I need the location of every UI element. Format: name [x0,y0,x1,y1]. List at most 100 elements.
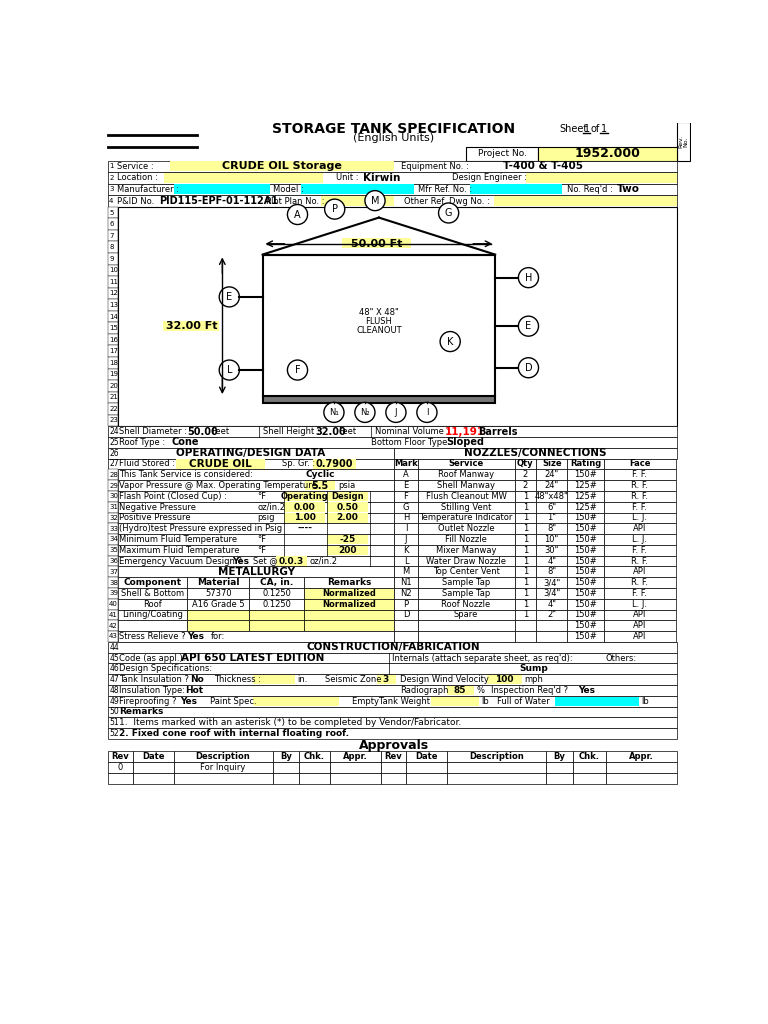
Text: 1: 1 [523,492,528,501]
Bar [330,762,381,773]
Bar [395,621,418,631]
Bar [108,426,677,437]
Bar [276,556,306,565]
Text: 29: 29 [109,482,118,488]
Bar [187,599,250,609]
Text: 40: 40 [109,601,118,607]
Text: 7: 7 [109,232,114,239]
Text: M: M [371,196,379,206]
Text: Rev: Rev [111,752,129,761]
Text: 1: 1 [523,579,528,587]
Text: 6": 6" [547,503,556,512]
Bar [108,490,118,502]
Circle shape [386,402,406,423]
Text: 50: 50 [109,708,119,717]
Bar [164,173,323,183]
Bar [321,196,395,206]
Bar [108,288,118,299]
Bar [536,459,568,469]
Text: 85: 85 [454,686,466,695]
Text: 150#: 150# [574,579,597,587]
Bar [133,773,174,783]
Text: Insulation Type:: Insulation Type: [119,686,185,695]
Text: E: E [525,322,531,331]
Bar [108,695,677,707]
Text: 31: 31 [109,504,118,510]
Text: 150#: 150# [574,524,597,534]
Bar [327,503,368,512]
Bar [488,675,522,684]
Bar [604,599,676,609]
Text: 125#: 125# [574,492,597,501]
Bar [108,599,118,609]
Bar [108,674,677,685]
Circle shape [287,360,307,380]
Bar [418,535,515,545]
Bar [447,752,545,762]
Bar [395,459,418,469]
Bar [174,184,270,195]
Circle shape [365,190,385,211]
Text: H: H [525,272,532,283]
Text: Cyclic: Cyclic [305,470,335,479]
Bar [515,621,536,631]
Text: Service: Service [449,460,484,469]
Bar [108,566,118,578]
Text: D: D [402,610,409,620]
Text: 1: 1 [109,164,114,169]
Text: Stress Relieve ?: Stress Relieve ? [119,632,186,641]
Bar [108,357,118,369]
Bar [606,762,677,773]
Text: Two: Two [617,184,640,195]
Text: Top Center Vent: Top Center Vent [432,567,499,577]
Circle shape [219,287,240,307]
Bar [545,773,573,783]
Bar [395,599,418,609]
Bar [108,631,118,642]
Bar [273,752,299,762]
Text: Equipment No. :: Equipment No. : [401,162,468,171]
Bar [118,609,187,621]
Text: OPERATING/DESIGN DATA: OPERATING/DESIGN DATA [177,449,326,458]
Bar [604,490,676,502]
Bar [395,578,418,588]
Bar [604,556,676,566]
Text: R. F.: R. F. [631,556,648,565]
Circle shape [219,360,240,380]
Bar [418,578,515,588]
Bar [545,752,573,762]
Bar [418,502,515,512]
Bar [395,609,418,621]
Text: N₁: N₁ [329,408,339,417]
Bar [313,460,356,469]
Bar [381,752,406,762]
Text: 12: 12 [109,291,118,296]
Bar [568,490,604,502]
Bar [108,230,118,242]
Text: Full of Water: Full of Water [498,696,550,706]
Text: 1: 1 [523,567,528,577]
Text: Design Engineer :: Design Engineer : [452,173,528,182]
Bar [466,146,538,161]
Bar [406,773,447,783]
Text: Bottom Floor Type:: Bottom Floor Type: [371,438,450,446]
Text: 50.00 Ft: 50.00 Ft [351,239,402,249]
Text: F: F [403,492,409,501]
Bar [515,512,536,523]
Text: Paint Spec.: Paint Spec. [210,696,257,706]
Text: CRUDE OIL: CRUDE OIL [189,459,251,469]
Text: lb: lb [482,696,489,706]
Bar [395,545,418,556]
Text: Sp. Gr. :: Sp. Gr. : [282,460,315,469]
Bar [418,588,515,599]
Bar [538,146,677,161]
Text: 47: 47 [109,675,119,684]
Text: 24: 24 [109,427,119,436]
Bar [606,773,677,783]
Bar [118,469,395,480]
Bar [187,621,250,631]
Bar [431,696,479,706]
Bar [327,546,368,555]
Bar [108,664,677,674]
Text: P&ID No.: P&ID No. [117,197,154,206]
